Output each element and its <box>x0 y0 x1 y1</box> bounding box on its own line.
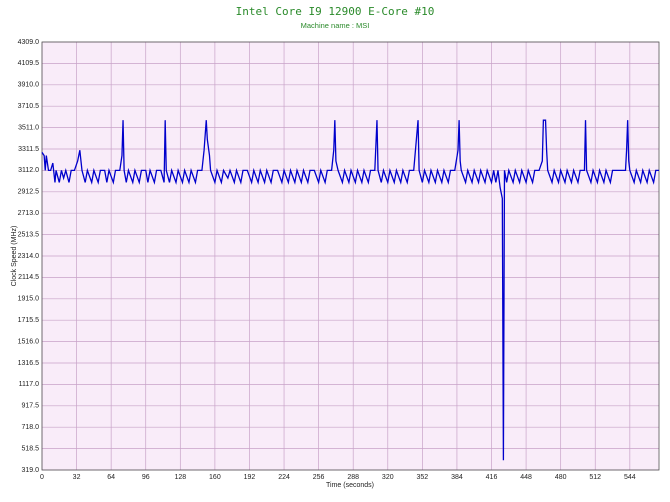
y-axis-label: Clock Speed (MHz) <box>11 226 18 287</box>
chart-title: Intel Core I9 12900 E-Core #10 <box>236 5 435 18</box>
y-tick-label: 2314.0 <box>18 253 40 260</box>
x-tick-label: 160 <box>209 474 221 481</box>
data-line <box>41 119 659 461</box>
x-tick-label: 320 <box>382 474 394 481</box>
y-tick-label: 1516.0 <box>18 338 40 345</box>
y-tick-label: 4309.0 <box>18 39 40 46</box>
y-tick-label: 2713.0 <box>18 210 40 217</box>
y-tick-label: 718.0 <box>21 424 39 431</box>
x-tick-label: 448 <box>520 474 532 481</box>
y-tick-label: 1117.0 <box>19 381 39 388</box>
y-tick-label: 2513.5 <box>18 231 40 238</box>
y-tick-label: 917.5 <box>21 403 39 410</box>
y-tick-label: 3311.5 <box>18 146 39 153</box>
y-tick-label: 3511.0 <box>18 124 39 131</box>
x-tick-label: 544 <box>624 474 636 481</box>
x-tick-label: 480 <box>555 474 567 481</box>
x-tick-label: 288 <box>347 474 359 481</box>
x-tick-label: 352 <box>417 474 429 481</box>
x-tick-label: 128 <box>174 474 186 481</box>
y-tick-label: 1915.0 <box>18 296 40 303</box>
y-tick-label: 2114.5 <box>18 274 39 281</box>
x-tick-label: 512 <box>589 474 601 481</box>
y-tick-label: 3910.0 <box>18 82 40 89</box>
x-tick-label: 256 <box>313 474 325 481</box>
y-tick-label: 2912.5 <box>18 189 40 196</box>
x-tick-label: 224 <box>278 474 290 481</box>
x-tick-label: 0 <box>40 474 44 481</box>
chart-subtitle: Machine name : MSI <box>301 21 370 30</box>
y-tick-label: 3112.0 <box>18 167 39 174</box>
x-tick-label: 416 <box>486 474 498 481</box>
y-tick-label: 4109.5 <box>18 60 40 67</box>
x-tick-label: 96 <box>142 474 150 481</box>
y-tick-label: 319.0 <box>21 467 39 474</box>
x-tick-label: 384 <box>451 474 463 481</box>
x-tick-label: 192 <box>244 474 256 481</box>
y-tick-label: 1316.5 <box>18 360 40 367</box>
x-axis-label: Time (seconds) <box>326 482 374 489</box>
y-tick-label: 3710.5 <box>18 103 40 110</box>
y-tick-label: 1715.5 <box>18 317 40 324</box>
plot-frame <box>41 41 660 471</box>
x-tick-label: 32 <box>73 474 81 481</box>
x-tick-label: 64 <box>107 474 115 481</box>
y-tick-label: 518.5 <box>21 445 39 452</box>
